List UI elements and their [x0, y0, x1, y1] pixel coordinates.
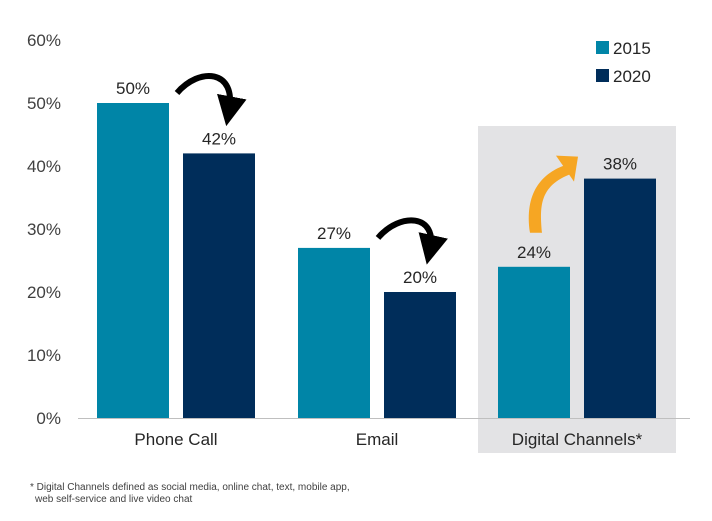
bar-phone-call-2020 — [183, 153, 255, 418]
data-label-digital-channels-2020: 38% — [603, 155, 637, 174]
data-label-phone-call-2020: 42% — [202, 129, 236, 148]
x-category-label: Digital Channels* — [512, 430, 643, 449]
bar-phone-call-2015 — [97, 103, 169, 418]
trend-up-arrow-icon — [528, 165, 572, 233]
data-label-digital-channels-2015: 24% — [517, 243, 551, 262]
data-label-email-2020: 20% — [403, 268, 437, 287]
data-label-email-2015: 27% — [317, 224, 351, 243]
legend-label-2015: 2015 — [613, 39, 651, 58]
footnote: * Digital Channels defined as social med… — [30, 482, 410, 506]
bar-digital-channels-2015 — [498, 266, 570, 418]
y-tick-label: 0% — [36, 409, 61, 428]
footnote-line-1: * Digital Channels defined as social med… — [30, 482, 350, 493]
trend-down-arrow-icon — [174, 73, 247, 127]
trend-down-arrow-icon — [375, 217, 448, 265]
footnote-line-2: web self-service and live video chat — [35, 494, 193, 505]
y-tick-label: 50% — [27, 94, 61, 113]
data-label-phone-call-2015: 50% — [116, 79, 150, 98]
bar-digital-channels-2020 — [584, 178, 656, 418]
bar-email-2020 — [384, 292, 456, 418]
bar-email-2015 — [298, 247, 370, 418]
x-category-label: Phone Call — [134, 430, 217, 449]
y-tick-label: 60% — [27, 31, 61, 50]
y-tick-label: 10% — [27, 346, 61, 365]
bar-chart: 0%10%20%30%40%50%60% 50%42%27%20%24%38% … — [27, 31, 690, 453]
legend-label-2020: 2020 — [613, 67, 651, 86]
legend-swatch-2020 — [596, 69, 609, 82]
y-tick-label: 40% — [27, 157, 61, 176]
trend-up-arrowhead-icon — [556, 155, 578, 182]
x-category-label: Email — [356, 430, 399, 449]
y-tick-label: 20% — [27, 283, 61, 302]
legend-swatch-2015 — [596, 41, 609, 54]
y-tick-label: 30% — [27, 220, 61, 239]
